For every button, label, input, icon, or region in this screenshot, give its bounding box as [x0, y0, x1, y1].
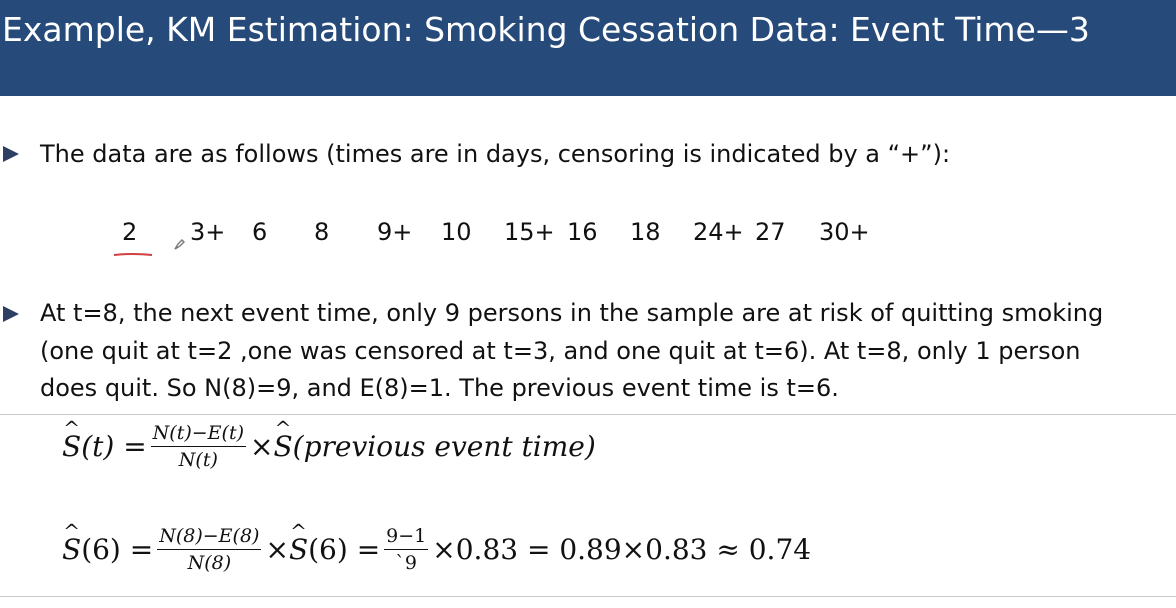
- data-value: 3+: [190, 218, 226, 246]
- data-value: 27: [755, 218, 786, 246]
- divider: [0, 414, 1176, 415]
- triangle-right-icon: [3, 306, 19, 322]
- data-value: 24+: [693, 218, 744, 246]
- triangle-right-icon: [3, 146, 19, 162]
- times-sign: ×: [265, 533, 289, 566]
- data-value: 2: [122, 218, 138, 246]
- bullet-2-line-1: At t=8, the next event time, only 9 pers…: [40, 299, 1104, 327]
- bullet-2-line-2: (one quit at t=2 ,one was censored at t=…: [40, 337, 1081, 365]
- data-value: 16: [567, 218, 598, 246]
- bullet-2-line-3: does quit. So N(8)=9, and E(8)=1. The pr…: [40, 374, 839, 402]
- slide-title: Example, KM Estimation: Smoking Cessatio…: [2, 10, 1090, 49]
- times-sign: ×: [250, 430, 274, 463]
- pencil-mark-icon: [174, 239, 185, 250]
- fraction-numerator: N(t)−E(t): [150, 422, 246, 447]
- title-bar: Example, KM Estimation: Smoking Cessatio…: [0, 0, 1176, 96]
- formula2-fraction-1: N(8)−E(8) N(8): [157, 525, 262, 574]
- formula2-fraction-2: 9−1 `9: [384, 525, 429, 574]
- s-hat: S: [289, 533, 308, 566]
- formula-km-at-6: S(6) = N(8)−E(8) N(8) × S (6) = 9−1 `9 ×…: [62, 525, 811, 574]
- data-value: 10: [441, 218, 472, 246]
- s-hat: S: [273, 430, 292, 463]
- fraction-numerator: 9−1: [384, 525, 429, 550]
- formula2-lhs: S(6) =: [62, 533, 153, 566]
- data-value: 30+: [819, 218, 870, 246]
- formula-fraction: N(t)−E(t) N(t): [150, 422, 246, 471]
- formula2-tail: ×0.83 = 0.89×0.83 ≈ 0.74: [432, 533, 812, 566]
- fraction-denominator: N(t): [178, 449, 218, 471]
- data-value: 8: [314, 218, 330, 246]
- formula2-mid-text: (6) =: [308, 533, 381, 566]
- data-value: 6: [252, 218, 268, 246]
- fraction-denominator: N(8): [187, 552, 232, 574]
- data-value: 9+: [377, 218, 413, 246]
- divider-bottom: [0, 596, 1176, 597]
- data-value: 18: [630, 218, 661, 246]
- fraction-denominator: `9: [395, 552, 417, 574]
- bullet-icon: [0, 143, 22, 171]
- formula-rhs-text: (previous event time): [292, 430, 596, 463]
- bullet-icon: [0, 303, 22, 331]
- formula-km-general: S(t) = N(t)−E(t) N(t) × S (previous even…: [62, 422, 596, 471]
- fraction-numerator: N(8)−E(8): [157, 525, 262, 550]
- underline-mark-icon: [113, 253, 153, 256]
- bullet-1-text: The data are as follows (times are in da…: [40, 140, 951, 168]
- formula-lhs: S(t) =: [62, 430, 147, 463]
- data-value: 15+: [504, 218, 555, 246]
